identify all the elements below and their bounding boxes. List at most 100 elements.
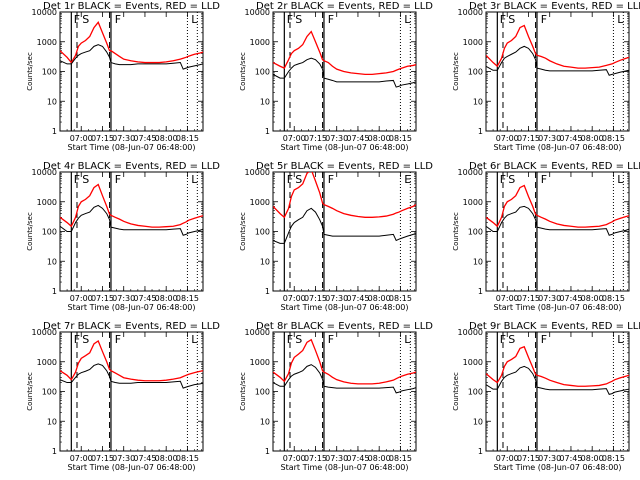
y-tick-label: 10 — [47, 257, 57, 266]
x-tick-label: 07:15 — [517, 134, 540, 143]
y-tick-label: 10 — [473, 97, 483, 106]
x-tick-label: 08:00 — [581, 134, 604, 143]
y-tick-label: 1000 — [37, 38, 57, 47]
x-tick-label: 07:30 — [112, 454, 135, 463]
series-line-red — [486, 184, 629, 228]
y-tick-label: 10000 — [32, 168, 57, 177]
marker-label: S — [82, 13, 89, 26]
marker-label: F — [541, 13, 547, 26]
marker-label: F — [500, 173, 506, 186]
x-tick-label: 07:45 — [346, 294, 369, 303]
chart-title: Det 8r BLACK = Events, RED = LLD — [256, 321, 433, 332]
x-tick-label: 07:45 — [346, 134, 369, 143]
x-tick-label: 08:00 — [581, 294, 604, 303]
marker-label: F — [500, 333, 506, 346]
x-tick-label: 07:00 — [70, 454, 93, 463]
marker-label: F — [115, 13, 121, 26]
x-axis-label: Start Time (08-Jun-07 06:48:00) — [494, 143, 622, 152]
x-tick-label: 07:15 — [91, 134, 114, 143]
marker-label: F — [287, 333, 293, 346]
y-tick-label: 1000 — [37, 198, 57, 207]
x-tick-label: 07:45 — [346, 454, 369, 463]
marker-label: F — [74, 173, 80, 186]
y-tick-label: 100 — [468, 228, 483, 237]
y-tick-label: 1000 — [463, 38, 483, 47]
marker-label: L — [191, 173, 198, 186]
series-line-black — [486, 205, 629, 236]
y-tick-label: 100 — [468, 388, 483, 397]
x-tick-label: 07:00 — [496, 294, 519, 303]
series-line-red — [60, 21, 203, 64]
y-axis-label: Counts/sec — [239, 52, 247, 91]
y-axis-label: Counts/sec — [26, 212, 34, 251]
chart-panel: Det 1r BLACK = Events, RED = LLD 1 10 100 10… — [26, 1, 220, 152]
y-tick-label: 10 — [260, 257, 270, 266]
y-axis-label: Counts/sec — [26, 52, 34, 91]
y-tick-label: 100 — [255, 228, 270, 237]
y-axis-label: Counts/sec — [239, 212, 247, 251]
x-axis-label: Start Time (08-Jun-07 06:48:00) — [68, 143, 196, 152]
x-tick-label: 07:15 — [517, 294, 540, 303]
marker-label: S — [508, 13, 515, 26]
x-axis-label: Start Time (08-Jun-07 06:48:00) — [281, 303, 409, 312]
chart-panel: Det 8r BLACK = Events, RED = LLD 1 10 100 10… — [239, 321, 433, 472]
marker-label: F — [541, 333, 547, 346]
y-tick-label: 1000 — [463, 358, 483, 367]
chart-title: Det 9r BLACK = Events, RED = LLD — [469, 321, 640, 332]
chart-title: Det 7r BLACK = Events, RED = LLD — [43, 321, 220, 332]
x-tick-label: 07:30 — [538, 454, 561, 463]
x-tick-label: 08:00 — [155, 454, 178, 463]
y-tick-label: 10 — [473, 257, 483, 266]
marker-label: F — [541, 173, 547, 186]
marker-label: S — [508, 173, 515, 186]
chart-title: Det 1r BLACK = Events, RED = LLD — [43, 1, 220, 12]
marker-label: F — [115, 333, 121, 346]
y-tick-label: 10000 — [458, 168, 483, 177]
marker-label: S — [82, 173, 89, 186]
y-tick-label: 10 — [473, 417, 483, 426]
y-tick-label: 1000 — [463, 198, 483, 207]
marker-label: L — [617, 333, 624, 346]
series-line-black — [273, 364, 416, 394]
y-tick-label: 1000 — [250, 198, 270, 207]
marker-label: S — [295, 333, 302, 346]
x-axis-label: Start Time (08-Jun-07 06:48:00) — [494, 303, 622, 312]
marker-label: F — [328, 173, 334, 186]
marker-label: S — [82, 333, 89, 346]
plot-frame — [59, 331, 204, 452]
y-tick-label: 1000 — [250, 38, 270, 47]
y-tick-label: 1 — [265, 287, 270, 296]
marker-label: S — [295, 173, 302, 186]
series-line-black — [60, 204, 203, 236]
series-line-black — [273, 207, 416, 244]
series-line-red — [273, 338, 416, 385]
y-tick-label: 1 — [478, 447, 483, 456]
series-line-red — [486, 24, 629, 69]
marker-label: L — [404, 13, 411, 26]
x-tick-label: 08:15 — [389, 294, 412, 303]
y-tick-label: 10000 — [245, 168, 270, 177]
marker-label: F — [328, 13, 334, 26]
y-axis-label: Counts/sec — [452, 52, 460, 91]
y-tick-label: 10000 — [245, 8, 270, 17]
x-tick-label: 08:00 — [155, 294, 178, 303]
y-axis-label: Counts/sec — [26, 372, 34, 411]
x-tick-label: 07:00 — [70, 134, 93, 143]
y-tick-label: 100 — [42, 68, 57, 77]
y-tick-label: 1000 — [250, 358, 270, 367]
marker-label: F — [500, 13, 506, 26]
x-tick-label: 07:00 — [70, 294, 93, 303]
x-tick-label: 07:30 — [112, 294, 135, 303]
y-tick-label: 10 — [260, 417, 270, 426]
x-tick-label: 07:45 — [559, 294, 582, 303]
y-tick-label: 1 — [265, 127, 270, 136]
marker-label: F — [74, 333, 80, 346]
y-tick-label: 1000 — [37, 358, 57, 367]
chart-title: Det 4r BLACK = Events, RED = LLD — [43, 161, 220, 172]
y-tick-label: 10000 — [245, 328, 270, 337]
marker-label: F — [287, 173, 293, 186]
series-line-red — [273, 172, 416, 219]
x-tick-label: 07:00 — [496, 134, 519, 143]
x-tick-label: 08:15 — [389, 454, 412, 463]
y-tick-label: 10 — [47, 97, 57, 106]
